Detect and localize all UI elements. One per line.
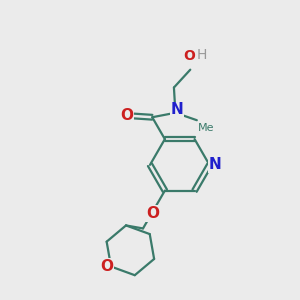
Text: Me: Me bbox=[198, 123, 215, 133]
Text: N: N bbox=[208, 158, 221, 172]
Text: O: O bbox=[100, 259, 113, 274]
Text: H: H bbox=[197, 48, 207, 62]
Text: O: O bbox=[184, 49, 196, 63]
Text: O: O bbox=[146, 206, 159, 221]
Text: N: N bbox=[170, 102, 183, 117]
Text: O: O bbox=[121, 108, 134, 123]
